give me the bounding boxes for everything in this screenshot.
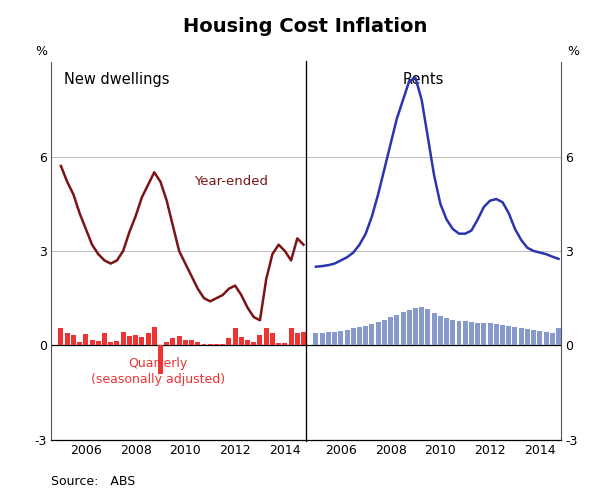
Bar	[83, 334, 88, 345]
Bar	[127, 336, 132, 345]
Bar	[519, 328, 524, 345]
Text: Source:   ABS: Source: ABS	[51, 475, 135, 488]
Bar	[102, 333, 107, 345]
Bar	[313, 333, 319, 345]
Bar	[550, 333, 555, 345]
Bar	[438, 316, 443, 345]
Bar	[295, 333, 300, 345]
Bar	[158, 345, 163, 374]
Bar	[376, 322, 380, 345]
Bar	[276, 343, 281, 345]
Bar	[170, 338, 175, 345]
Text: Year-ended: Year-ended	[194, 175, 268, 188]
Bar	[425, 309, 430, 345]
Bar	[332, 331, 337, 345]
Bar	[189, 340, 194, 345]
Text: Rents: Rents	[403, 72, 444, 86]
Bar	[531, 331, 536, 345]
Bar	[326, 332, 331, 345]
Text: %: %	[567, 45, 579, 58]
Bar	[121, 332, 125, 345]
Bar	[450, 320, 455, 345]
Bar	[239, 336, 244, 345]
Bar	[512, 327, 517, 345]
Bar	[500, 325, 505, 345]
Bar	[202, 344, 206, 345]
Bar	[65, 333, 70, 345]
Bar	[264, 328, 269, 345]
Bar	[301, 332, 306, 345]
Bar	[394, 315, 399, 345]
Bar	[475, 323, 480, 345]
Bar	[320, 333, 325, 345]
Bar	[289, 328, 293, 345]
Bar	[338, 331, 343, 345]
Bar	[220, 344, 225, 345]
Bar	[407, 310, 412, 345]
Bar	[245, 340, 250, 345]
Bar	[444, 318, 449, 345]
Bar	[257, 335, 262, 345]
Bar	[233, 328, 238, 345]
Bar	[71, 335, 76, 345]
Bar	[463, 322, 468, 345]
Bar	[544, 332, 548, 345]
Bar	[251, 341, 256, 345]
Bar	[108, 341, 113, 345]
Bar	[208, 344, 213, 345]
Bar	[388, 317, 393, 345]
Text: Housing Cost Inflation: Housing Cost Inflation	[182, 17, 427, 36]
Bar	[115, 341, 119, 345]
Bar	[382, 320, 387, 345]
Bar	[58, 328, 64, 345]
Bar	[363, 326, 368, 345]
Text: %: %	[36, 45, 48, 58]
Bar	[214, 344, 219, 345]
Bar	[195, 342, 200, 345]
Bar	[538, 331, 542, 345]
Bar	[419, 307, 424, 345]
Bar	[401, 312, 406, 345]
Bar	[89, 340, 95, 345]
Bar	[370, 324, 374, 345]
Bar	[183, 340, 188, 345]
Bar	[357, 327, 362, 345]
Bar	[96, 341, 101, 345]
Bar	[481, 323, 487, 345]
Bar	[226, 338, 232, 345]
Bar	[556, 328, 561, 345]
Bar	[283, 343, 287, 345]
Bar	[351, 329, 356, 345]
Bar	[164, 342, 169, 345]
Bar	[457, 321, 461, 345]
Bar	[139, 336, 144, 345]
Bar	[494, 324, 499, 345]
Bar	[431, 313, 437, 345]
Text: New dwellings: New dwellings	[64, 72, 169, 86]
Bar	[488, 324, 493, 345]
Bar	[77, 341, 82, 345]
Bar	[344, 330, 350, 345]
Bar	[270, 333, 275, 345]
Bar	[413, 308, 418, 345]
Bar	[133, 335, 138, 345]
Bar	[506, 326, 511, 345]
Bar	[176, 336, 182, 345]
Bar	[152, 327, 157, 345]
Bar	[469, 322, 474, 345]
Bar	[525, 329, 530, 345]
Bar	[146, 333, 151, 345]
Text: Quarterly
(seasonally adjusted): Quarterly (seasonally adjusted)	[91, 357, 225, 386]
